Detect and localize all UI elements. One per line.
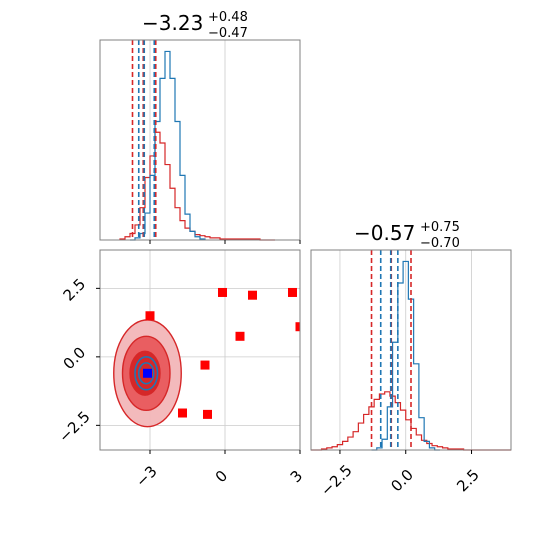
x-tick-label: 3 [287,467,306,486]
histogram-panel-top-left [99,39,301,244]
histogram-series-blue [130,50,206,241]
x-tick-label: 0.0 [387,466,417,496]
red-square-marker [218,287,227,297]
y-tick-label: 2.5 [60,275,90,305]
x-tick-label: 0 [212,467,231,486]
panel-top-left-title: −3.23 +0.48 −0.47 [142,10,248,41]
red-square-marker [288,287,297,297]
red-square-marker [145,311,155,321]
axes-frame [310,249,512,451]
blue-contour-level [137,362,155,385]
blue-contour-level [134,356,159,391]
title-main: −0.57 [354,221,415,245]
y-tick-label: −2.5 [55,408,93,446]
title-main: −3.23 [142,11,203,35]
axes-frame [99,39,301,241]
red-square-marker [178,408,187,418]
red-square-marker [295,322,300,332]
red-square-marker [248,290,257,300]
title-sup: +0.48 [208,10,248,25]
y-tick-label: 0.0 [60,344,90,374]
blue-square-marker [143,368,152,378]
histogram-panel-bottom-right: −2.5 0.0 2.5 [310,249,512,500]
histogram-series-blue [371,260,440,451]
title-sub: −0.47 [208,26,248,41]
histogram-series-red [119,131,275,241]
title-sup: +0.75 [420,220,460,235]
plot-area [100,250,300,450]
title-sub: −0.70 [420,236,460,251]
panel-bottom-right-title: −0.57 +0.75 −0.70 [354,220,460,251]
axes-frame [99,249,301,451]
x-tick-label: −3 [132,462,160,490]
red-square-marker [235,331,245,341]
x-tick-label: −2.5 [317,461,355,499]
red-square-marker [203,409,212,419]
x-tick-label: 2.5 [453,466,483,496]
scatter-panel-bottom-left: −3 0 3 −2.5 0.0 2.5 [55,249,306,491]
red-square-marker [200,360,210,370]
histogram-series-red [311,391,511,451]
